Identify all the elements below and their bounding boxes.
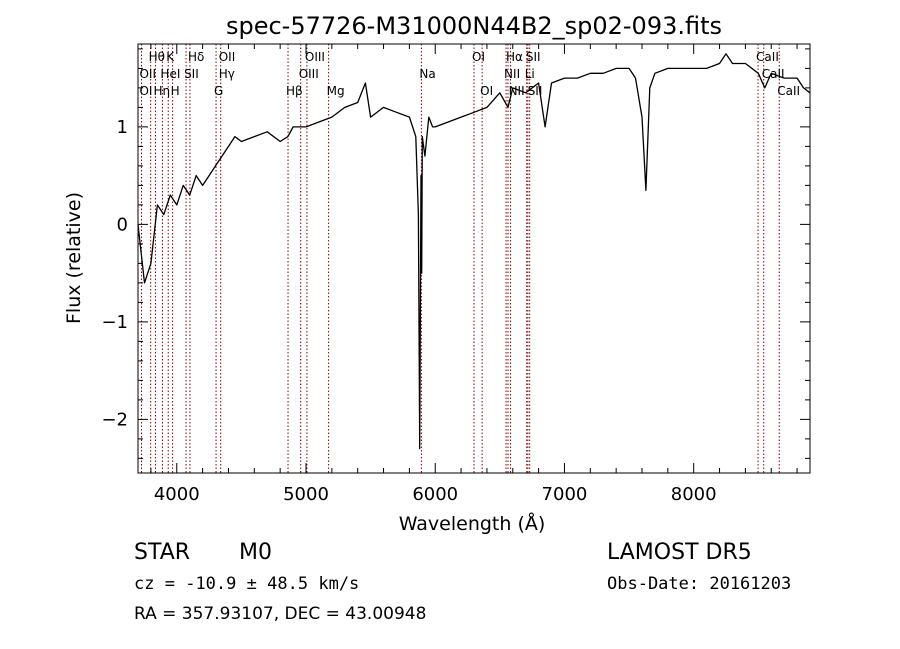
subclass: M0 [239,540,272,565]
y-tick-label: −2 [101,409,128,430]
ra-dec: RA = 357.93107, DEC = 43.00948 [134,604,427,624]
cz-unit: km/s [318,574,360,594]
line-label: Hα [506,50,523,64]
redshift-line: cz = -10.9 ± 48.5 km/s [134,574,359,594]
y-tick-label: 0 [117,214,128,235]
cz-plus-minus: ± [246,574,257,594]
line-label: CaII [756,50,779,64]
line-label: NII [504,67,520,81]
line-label: OI [480,84,493,98]
line-label: Hδ [188,50,204,64]
line-label: Na [419,67,435,81]
plot-frame [137,43,811,474]
line-label: OI [139,84,152,98]
cz-label: cz = [134,574,175,594]
line-label: H [171,84,180,98]
line-label: Hθ [149,50,165,64]
y-axis-label: Flux (relative) [63,192,85,324]
survey-name: LAMOST DR5 [607,540,752,565]
line-label: OII [219,50,236,64]
line-markers [140,44,780,473]
line-label: SII [184,67,199,81]
axes: 4000 5000 6000 7000 8000 −2 −1 0 1 [101,44,810,505]
x-tick-label: 8000 [671,484,717,505]
line-label: CaII [762,67,785,81]
line-label: K [166,50,175,64]
obs-date: Obs-Date: 20161203 [607,574,792,594]
line-label: OI [472,50,485,64]
y-tick-label: −1 [101,312,128,333]
x-axis-label: Wavelength (Å) [399,512,546,535]
x-tick-label: 5000 [283,484,329,505]
cz-value: -10.9 [185,574,237,594]
line-label: SII [528,84,543,98]
cz-error: 48.5 [267,574,309,594]
x-tick-label: 6000 [412,484,458,505]
spectrum-line [137,53,811,450]
chart-title: spec-57726-M31000N44B2_sp02-093.fits [226,12,722,40]
line-label: Li [525,67,535,81]
x-tick-label: 4000 [154,484,200,505]
x-tick-label: 7000 [542,484,588,505]
line-label: NII [509,84,525,98]
line-label: OIII [299,67,319,81]
line-label: Mg [327,84,345,98]
line-label: OII [139,67,156,81]
line-label: OIII [305,50,325,64]
y-tick-label: 1 [117,117,128,138]
object-class: STAR [134,540,191,565]
line-label: CaII [777,84,800,98]
line-label: Hη [153,84,170,98]
line-label: Hγ [219,67,235,81]
line-label: G [214,84,223,98]
line-label: SII [526,50,541,64]
line-label: HeI [160,67,180,81]
line-label: Hβ [286,84,303,98]
